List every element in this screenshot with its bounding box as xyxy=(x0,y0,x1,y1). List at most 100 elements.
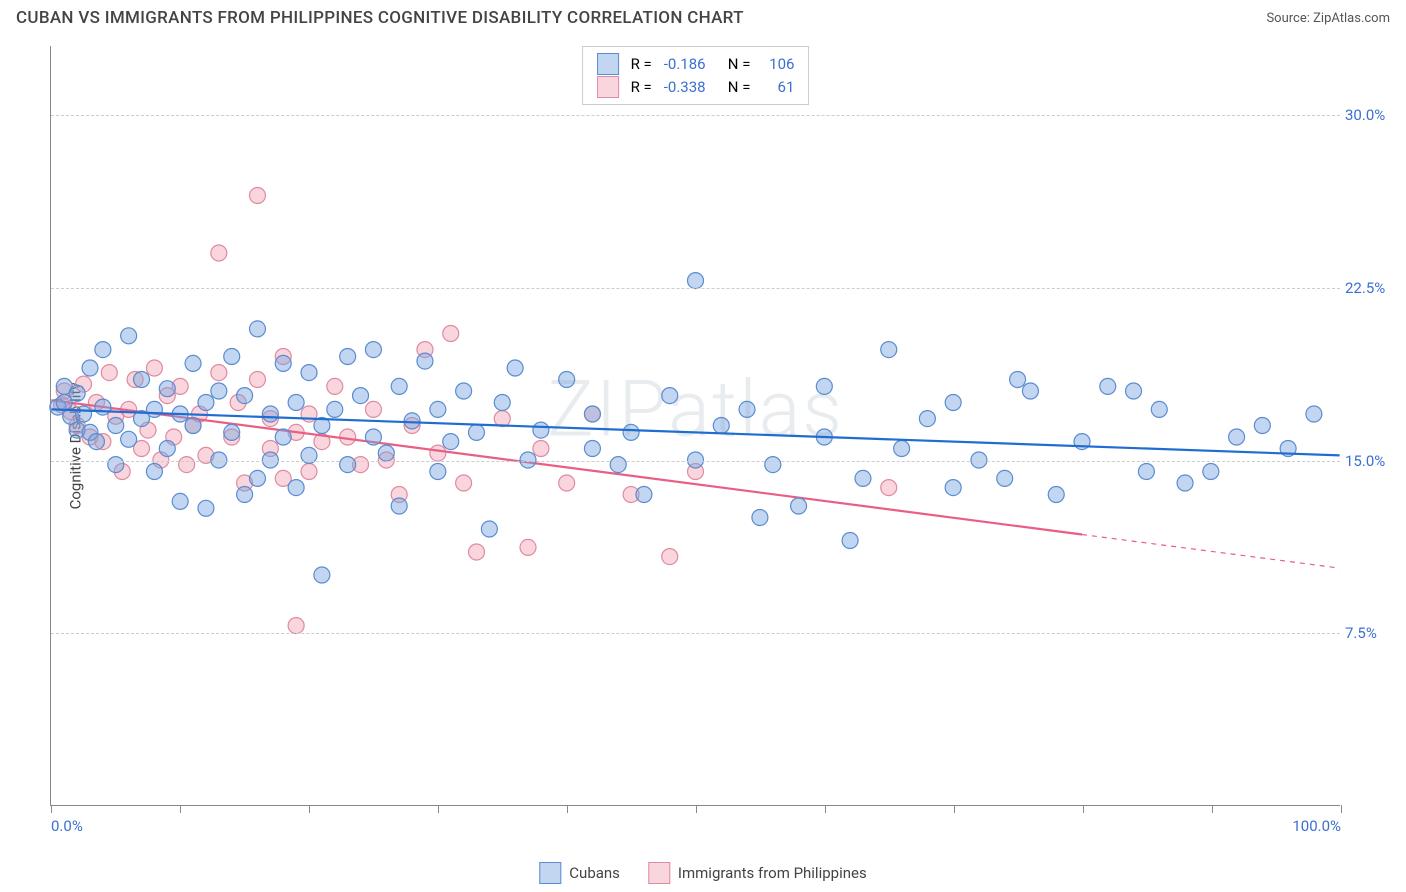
x-tick-label: 100.0% xyxy=(1292,817,1341,835)
x-tick xyxy=(180,805,181,813)
data-point xyxy=(95,399,111,415)
data-point xyxy=(739,401,755,417)
header: CUBAN VS IMMIGRANTS FROM PHILIPPINES COG… xyxy=(0,0,1406,32)
data-point xyxy=(378,445,394,461)
data-point xyxy=(881,480,897,496)
data-point xyxy=(610,457,626,473)
data-point xyxy=(1138,464,1154,480)
data-point xyxy=(842,533,858,549)
data-point xyxy=(443,326,459,342)
data-point xyxy=(211,245,227,261)
trend-line xyxy=(51,409,1339,455)
data-point xyxy=(146,360,162,376)
data-point xyxy=(945,395,961,411)
data-point xyxy=(1010,372,1026,388)
data-point xyxy=(211,365,227,381)
x-tick xyxy=(1341,805,1342,813)
legend-item: Immigrants from Philippines xyxy=(648,862,867,884)
data-point xyxy=(288,618,304,634)
swatch-series2 xyxy=(597,76,619,98)
data-point xyxy=(185,418,201,434)
data-point xyxy=(636,487,652,503)
data-point xyxy=(1048,487,1064,503)
data-point xyxy=(997,470,1013,486)
data-point xyxy=(456,383,472,399)
legend-row: R = -0.338 N = 61 xyxy=(597,76,795,99)
data-point xyxy=(179,457,195,473)
data-point xyxy=(1177,475,1193,491)
data-point xyxy=(211,383,227,399)
data-point xyxy=(159,441,175,457)
data-point xyxy=(69,385,85,401)
data-point xyxy=(1100,378,1116,394)
data-point xyxy=(198,500,214,516)
data-point xyxy=(468,544,484,560)
data-point xyxy=(468,424,484,440)
data-point xyxy=(95,342,111,358)
x-tick xyxy=(309,805,310,813)
data-point xyxy=(121,431,137,447)
data-point xyxy=(404,413,420,429)
data-point xyxy=(894,441,910,457)
data-point xyxy=(288,480,304,496)
data-point xyxy=(391,378,407,394)
y-tick-label: 22.5% xyxy=(1345,279,1400,297)
x-tick xyxy=(954,805,955,813)
data-point xyxy=(919,411,935,427)
x-tick xyxy=(1212,805,1213,813)
data-point xyxy=(855,470,871,486)
data-point xyxy=(237,487,253,503)
data-point xyxy=(88,434,104,450)
data-point xyxy=(249,188,265,204)
data-point xyxy=(584,441,600,457)
data-point xyxy=(185,355,201,371)
swatch-series1 xyxy=(539,862,561,884)
chart-plot-area: ZIPatlas R = -0.186 N = 106 R = -0.338 N… xyxy=(50,46,1340,806)
data-point xyxy=(881,342,897,358)
swatch-series2 xyxy=(648,862,670,884)
data-point xyxy=(365,401,381,417)
x-tick xyxy=(825,805,826,813)
gridline xyxy=(51,633,1340,634)
data-point xyxy=(327,378,343,394)
legend-series: Cubans Immigrants from Philippines xyxy=(539,862,866,884)
swatch-series1 xyxy=(597,53,619,75)
trend-line-dashed xyxy=(1082,535,1340,569)
data-point xyxy=(121,328,137,344)
gridline xyxy=(51,461,1340,462)
data-point xyxy=(224,424,240,440)
x-tick xyxy=(696,805,697,813)
x-tick xyxy=(567,805,568,813)
data-point xyxy=(494,411,510,427)
data-point xyxy=(481,521,497,537)
source-label: Source: ZipAtlas.com xyxy=(1266,11,1390,26)
legend-row: R = -0.186 N = 106 xyxy=(597,53,795,76)
data-point xyxy=(1254,418,1270,434)
x-tick xyxy=(1083,805,1084,813)
data-point xyxy=(365,342,381,358)
r-value: -0.186 xyxy=(664,53,716,76)
data-point xyxy=(340,349,356,365)
n-value: 106 xyxy=(762,53,794,76)
data-point xyxy=(76,406,92,422)
data-point xyxy=(340,457,356,473)
data-point xyxy=(417,353,433,369)
data-point xyxy=(791,498,807,514)
data-point xyxy=(134,372,150,388)
data-point xyxy=(752,510,768,526)
data-point xyxy=(301,464,317,480)
data-point xyxy=(391,498,407,514)
data-point xyxy=(288,395,304,411)
data-point xyxy=(520,539,536,555)
data-point xyxy=(662,388,678,404)
data-point xyxy=(443,434,459,450)
data-point xyxy=(314,567,330,583)
x-tick xyxy=(51,805,52,813)
data-point xyxy=(816,378,832,394)
data-point xyxy=(108,457,124,473)
n-value: 61 xyxy=(762,76,794,99)
legend-correlation: R = -0.186 N = 106 R = -0.338 N = 61 xyxy=(582,46,810,105)
data-point xyxy=(1126,383,1142,399)
scatter-svg xyxy=(51,46,1340,805)
data-point xyxy=(430,445,446,461)
